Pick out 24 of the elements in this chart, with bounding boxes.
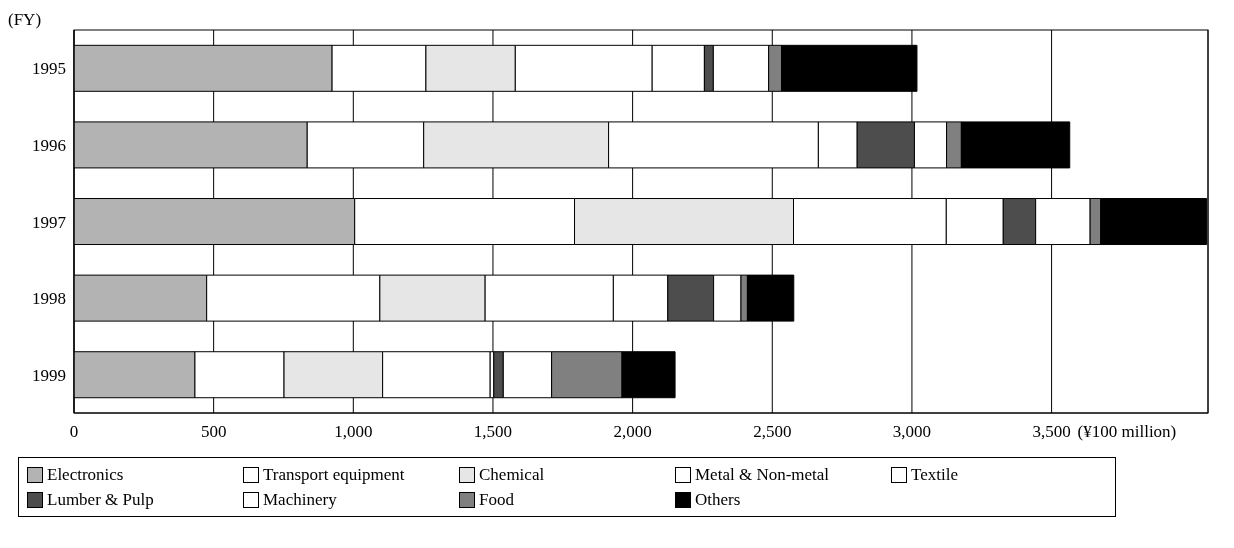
y-tick-label: 1995: [32, 59, 66, 79]
x-tick-label: 0: [69, 422, 79, 441]
x-tick-label: 500: [200, 422, 227, 441]
legend-label: Machinery: [263, 489, 337, 510]
x-tick-label: 1,500: [473, 422, 513, 441]
y-axis-title: (FY): [8, 10, 42, 30]
legend-label: Textile: [911, 464, 958, 485]
x-axis-title: (¥100 million): [1077, 422, 1177, 441]
x-tick-label: 3,500: [1032, 422, 1071, 441]
legend-label: Others: [695, 489, 741, 510]
x-tick-label: 3,000: [892, 422, 932, 441]
legend-label: Food: [479, 489, 514, 510]
x-tick-label: 2,000: [613, 422, 652, 441]
y-tick-label: 1997: [32, 212, 67, 232]
y-tick-label: 1998: [32, 289, 66, 309]
legend-label: Transport equipment: [263, 464, 405, 485]
x-tick-label: 1,000: [334, 422, 373, 441]
legend-label: Lumber & Pulp: [47, 489, 154, 510]
y-tick-label: 1996: [32, 135, 66, 155]
legend-label: Chemical: [479, 464, 545, 485]
y-tick-label: 1999: [32, 365, 66, 385]
legend-label: Metal & Non-metal: [695, 464, 830, 485]
legend-label: Electronics: [47, 464, 124, 485]
x-tick-label: 2,500: [753, 422, 792, 441]
